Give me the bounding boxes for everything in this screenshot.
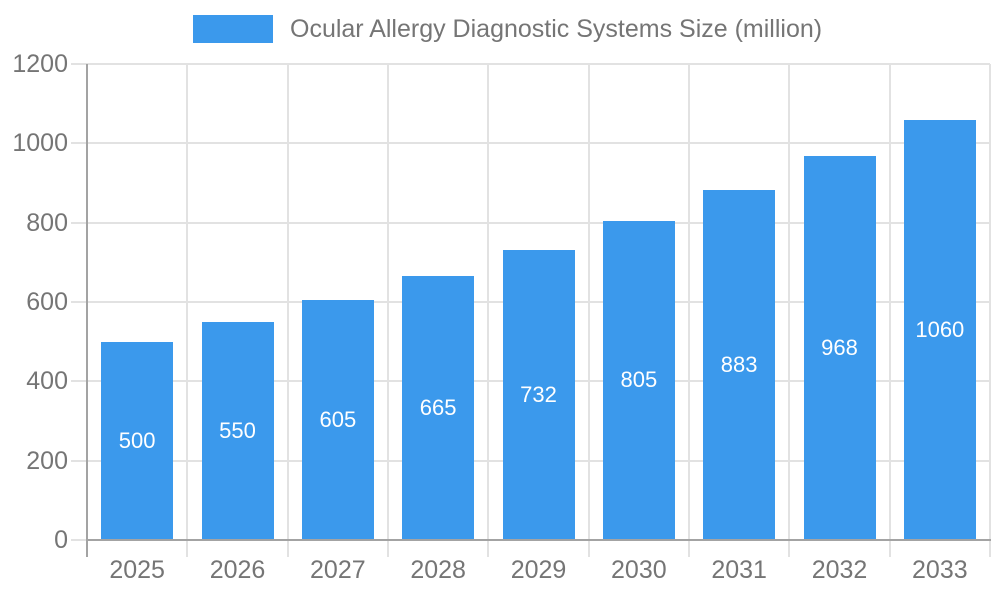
legend-label: Ocular Allergy Diagnostic Systems Size (… xyxy=(290,15,823,43)
y-axis-tick xyxy=(71,221,87,224)
y-axis-tick xyxy=(71,63,87,65)
y-axis-label: 0 xyxy=(54,526,68,554)
y-axis-label: 1200 xyxy=(12,50,68,78)
bar-value-label: 805 xyxy=(620,367,658,393)
bar-2030[interactable]: 805 xyxy=(602,220,675,540)
x-axis-label-2029: 2029 xyxy=(510,556,567,584)
gridline-vertical xyxy=(286,64,289,557)
y-axis-tick xyxy=(71,301,87,303)
bar-2031[interactable]: 883 xyxy=(703,189,776,540)
y-axis-label: 600 xyxy=(26,288,68,316)
bar-value-label: 665 xyxy=(419,395,457,421)
gridline-vertical xyxy=(888,64,891,557)
y-axis-tick xyxy=(71,459,87,462)
legend[interactable]: Ocular Allergy Diagnostic Systems Size (… xyxy=(193,15,822,43)
x-axis-label-2031: 2031 xyxy=(711,556,767,584)
y-axis-label: 800 xyxy=(26,208,68,237)
bar-2029[interactable]: 732 xyxy=(502,249,575,540)
gridline-horizontal xyxy=(87,63,990,65)
gridline-vertical xyxy=(587,64,590,557)
bar-2033[interactable]: 1060 xyxy=(903,119,976,540)
gridline-vertical xyxy=(387,64,389,557)
bar-2032[interactable]: 968 xyxy=(803,156,876,540)
bar-value-label: 1060 xyxy=(915,316,965,342)
gridline-vertical xyxy=(688,64,690,557)
gridline-vertical xyxy=(186,64,189,557)
y-axis-tick xyxy=(71,539,87,541)
y-axis-tick xyxy=(71,142,87,145)
x-axis-label-2025: 2025 xyxy=(109,556,165,584)
x-axis-label-2033: 2033 xyxy=(912,556,968,584)
gridline-horizontal xyxy=(87,142,990,145)
y-axis-label: 200 xyxy=(26,446,68,475)
gridline-vertical xyxy=(487,64,490,557)
gridline-vertical xyxy=(788,64,791,557)
y-axis-label: 400 xyxy=(26,367,68,396)
bar-2025[interactable]: 500 xyxy=(101,341,174,540)
x-axis-label-2026: 2026 xyxy=(209,556,266,584)
bar-2028[interactable]: 665 xyxy=(402,276,475,540)
bar-value-label: 500 xyxy=(118,427,156,453)
x-axis-label-2032: 2032 xyxy=(811,556,868,584)
x-axis-label-2030: 2030 xyxy=(611,556,667,584)
x-axis-label-2027: 2027 xyxy=(310,556,366,584)
bar-2026[interactable]: 550 xyxy=(201,321,274,540)
x-axis-label-2028: 2028 xyxy=(410,556,466,584)
bar-value-label: 732 xyxy=(520,381,557,407)
legend-swatch-icon xyxy=(193,15,273,43)
y-axis-label: 1000 xyxy=(12,129,68,158)
bar-value-label: 605 xyxy=(319,407,357,432)
bar-2027[interactable]: 605 xyxy=(301,300,374,540)
y-axis-tick xyxy=(71,380,87,383)
bar-value-label: 883 xyxy=(720,351,758,377)
bar-value-label: 550 xyxy=(219,417,256,443)
y-axis-line xyxy=(86,64,88,557)
x-axis-line xyxy=(86,539,991,541)
gridline-horizontal xyxy=(87,221,990,224)
gridline-vertical xyxy=(989,64,991,557)
bar-value-label: 968 xyxy=(821,335,858,360)
